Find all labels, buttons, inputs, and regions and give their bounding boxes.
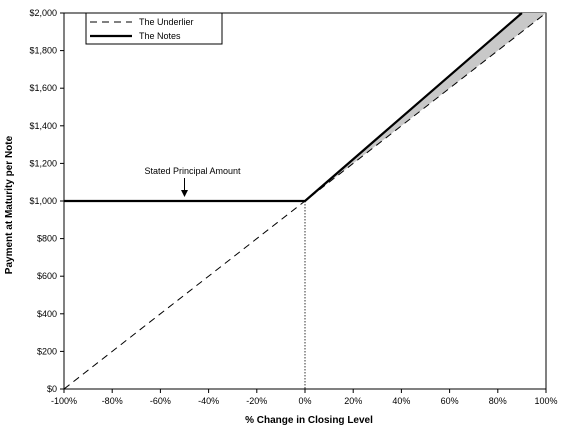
y-tick-label: $1,800 (29, 46, 57, 56)
x-tick-label: -20% (246, 396, 267, 406)
y-axis-ticks: $0 $200 $400 $600 $800 $1,000 $1,200 $1,400 $1,6… (29, 8, 64, 394)
x-tick-label: 0% (298, 396, 311, 406)
legend: The Underlier The Notes (85, 12, 223, 45)
legend-label-the-underlier: The Underlier (139, 17, 194, 27)
legend-label-the-notes: The Notes (139, 31, 181, 41)
y-tick-label: $200 (37, 346, 57, 356)
stated-principal-annotation: Stated Principal Amount (144, 166, 241, 197)
y-tick-label: $0 (47, 384, 57, 394)
series-line-the-notes (64, 12, 523, 203)
y-tick-label: $1,200 (29, 158, 57, 168)
annotation-label: Stated Principal Amount (144, 166, 241, 176)
x-tick-label: -40% (198, 396, 219, 406)
arrow-down-icon (181, 190, 188, 197)
y-tick-label: $1,000 (29, 196, 57, 206)
y-tick-label: $600 (37, 271, 57, 281)
x-tick-label: -60% (150, 396, 171, 406)
x-tick-label: -80% (102, 396, 123, 406)
y-tick-label: $400 (37, 309, 57, 319)
x-tick-label: 80% (489, 396, 507, 406)
x-tick-label: 100% (534, 396, 557, 406)
legend-box (85, 12, 223, 45)
x-tick-label: -100% (51, 396, 77, 406)
x-axis-ticks: -100% -80% -60% -40% -20% 0% 20% 40% 60% 80% 100% (51, 389, 558, 406)
y-axis-title: Payment at Maturity per Note (4, 135, 15, 274)
y-tick-label: $800 (37, 234, 57, 244)
y-tick-label: $2,000 (29, 8, 57, 18)
x-axis-title: % Change in Closing Level (245, 415, 373, 426)
x-tick-label: 40% (392, 396, 410, 406)
x-tick-label: 60% (441, 396, 459, 406)
y-tick-label: $1,600 (29, 83, 57, 93)
x-tick-label: 20% (344, 396, 362, 406)
y-tick-label: $1,400 (29, 121, 57, 131)
